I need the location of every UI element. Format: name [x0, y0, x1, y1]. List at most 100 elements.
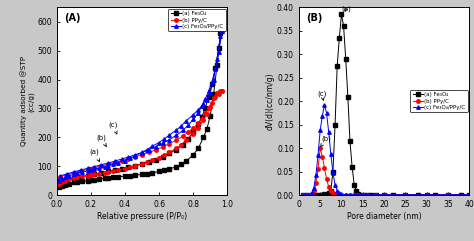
(a) Fe₃O₄ — [345, 95, 351, 98]
(c) Fe₃O₄/PPy/C — [381, 193, 387, 196]
(b) PPy/C — [102, 171, 108, 174]
(a) Fe₃O₄ — [321, 193, 327, 196]
(c) Fe₃O₄/PPy/C — [139, 151, 145, 154]
(a) Fe₃O₄ — [63, 183, 68, 186]
(a) Fe₃O₄ — [347, 140, 353, 143]
Line: (a) Fe₃O₄: (a) Fe₃O₄ — [301, 13, 471, 196]
(a) Fe₃O₄ — [149, 171, 155, 174]
(a) Fe₃O₄ — [219, 23, 225, 26]
(b) PPy/C — [332, 193, 338, 196]
(b) PPy/C — [122, 167, 128, 170]
(a) Fe₃O₄ — [115, 175, 121, 178]
Line: (c) Fe₃O₄/PPy/C: (c) Fe₃O₄/PPy/C — [301, 103, 471, 196]
(b) PPy/C — [85, 174, 91, 177]
(a) Fe₃O₄ — [338, 13, 344, 16]
(c) Fe₃O₄/PPy/C — [326, 130, 331, 133]
Line: (a) Fe₃O₄: (a) Fe₃O₄ — [57, 23, 224, 189]
(a) Fe₃O₄ — [178, 163, 184, 166]
(c) Fe₃O₄/PPy/C — [59, 178, 65, 181]
(a) Fe₃O₄ — [161, 169, 167, 172]
(c) Fe₃O₄/PPy/C — [304, 193, 310, 196]
(b) PPy/C — [334, 193, 340, 196]
(b) PPy/C — [381, 193, 387, 196]
(a) Fe₃O₄ — [208, 114, 213, 117]
(a) Fe₃O₄ — [458, 193, 464, 196]
(c) Fe₃O₄/PPy/C — [328, 152, 334, 155]
(a) Fe₃O₄ — [381, 193, 387, 196]
(b) PPy/C — [59, 181, 65, 184]
(b) PPy/C — [173, 147, 179, 150]
(b) PPy/C — [466, 193, 472, 196]
(c) Fe₃O₄/PPy/C — [466, 193, 472, 196]
(b) PPy/C — [183, 138, 189, 141]
X-axis label: Relative pressure (P/P₀): Relative pressure (P/P₀) — [97, 212, 187, 221]
(b) PPy/C — [88, 174, 94, 176]
(c) Fe₃O₄/PPy/C — [214, 58, 220, 61]
(c) Fe₃O₄/PPy/C — [218, 34, 223, 37]
(c) Fe₃O₄/PPy/C — [191, 113, 196, 116]
(a) Fe₃O₄ — [373, 193, 378, 196]
(b) PPy/C — [402, 193, 408, 196]
(c) Fe₃O₄/PPy/C — [332, 183, 338, 186]
(b) PPy/C — [201, 119, 206, 121]
(a) Fe₃O₄ — [56, 186, 62, 188]
(c) Fe₃O₄/PPy/C — [66, 174, 72, 177]
(c) Fe₃O₄/PPy/C — [219, 29, 225, 32]
(b) PPy/C — [66, 178, 72, 181]
Legend: (a) Fe₃O₄, (b) PPy/C, (c) Fe₃O₄/PPy/C: (a) Fe₃O₄, (b) PPy/C, (c) Fe₃O₄/PPy/C — [410, 90, 467, 112]
(c) Fe₃O₄/PPy/C — [315, 154, 321, 157]
Text: (B): (B) — [306, 13, 322, 23]
(a) Fe₃O₄ — [132, 174, 138, 176]
(c) Fe₃O₄/PPy/C — [178, 124, 184, 127]
(c) Fe₃O₄/PPy/C — [373, 193, 378, 196]
(c) Fe₃O₄/PPy/C — [424, 193, 429, 196]
Line: (b) PPy/C: (b) PPy/C — [301, 147, 471, 196]
(c) Fe₃O₄/PPy/C — [74, 172, 80, 175]
Text: (c): (c) — [109, 122, 118, 134]
(b) PPy/C — [326, 185, 331, 188]
(a) Fe₃O₄ — [445, 193, 451, 196]
(c) Fe₃O₄/PPy/C — [208, 91, 213, 94]
X-axis label: Pore diameter (nm): Pore diameter (nm) — [347, 212, 421, 221]
(b) PPy/C — [351, 193, 357, 196]
(b) PPy/C — [56, 183, 62, 186]
(b) PPy/C — [74, 176, 80, 179]
(a) Fe₃O₄ — [360, 193, 365, 196]
(a) Fe₃O₄ — [415, 193, 421, 196]
(a) Fe₃O₄ — [128, 174, 133, 177]
(a) Fe₃O₄ — [183, 160, 189, 162]
(b) PPy/C — [71, 177, 77, 180]
(c) Fe₃O₄/PPy/C — [85, 169, 91, 172]
(a) Fe₃O₄ — [328, 189, 334, 192]
(b) PPy/C — [321, 167, 327, 169]
(c) Fe₃O₄/PPy/C — [356, 193, 361, 196]
(b) PPy/C — [139, 162, 145, 165]
(c) Fe₃O₄/PPy/C — [132, 154, 138, 157]
(a) Fe₃O₄ — [80, 180, 85, 183]
(a) Fe₃O₄ — [337, 36, 342, 39]
(a) Fe₃O₄ — [309, 193, 314, 196]
(c) Fe₃O₄/PPy/C — [156, 141, 162, 144]
(b) PPy/C — [324, 177, 329, 180]
(a) Fe₃O₄ — [91, 178, 97, 181]
(b) PPy/C — [115, 168, 121, 171]
(c) Fe₃O₄/PPy/C — [364, 193, 370, 196]
Legend: (a) Fe₃O₄, (b) PPy/C, (c) Fe₃O₄/PPy/C: (a) Fe₃O₄, (b) PPy/C, (c) Fe₃O₄/PPy/C — [168, 9, 226, 31]
(b) PPy/C — [445, 193, 451, 196]
(a) Fe₃O₄ — [211, 93, 217, 95]
(c) Fe₃O₄/PPy/C — [343, 193, 348, 196]
(c) Fe₃O₄/PPy/C — [334, 189, 340, 192]
(a) Fe₃O₄ — [390, 193, 395, 196]
(a) Fe₃O₄ — [74, 181, 80, 183]
(b) PPy/C — [373, 193, 378, 196]
(a) Fe₃O₄ — [88, 179, 94, 182]
(c) Fe₃O₄/PPy/C — [183, 119, 189, 122]
(a) Fe₃O₄ — [368, 193, 374, 196]
(a) Fe₃O₄ — [204, 128, 210, 131]
(b) PPy/C — [91, 173, 97, 176]
(b) PPy/C — [80, 175, 85, 178]
(c) Fe₃O₄/PPy/C — [201, 103, 206, 106]
(c) Fe₃O₄/PPy/C — [105, 164, 111, 167]
(b) PPy/C — [356, 193, 361, 196]
(c) Fe₃O₄/PPy/C — [110, 163, 116, 166]
